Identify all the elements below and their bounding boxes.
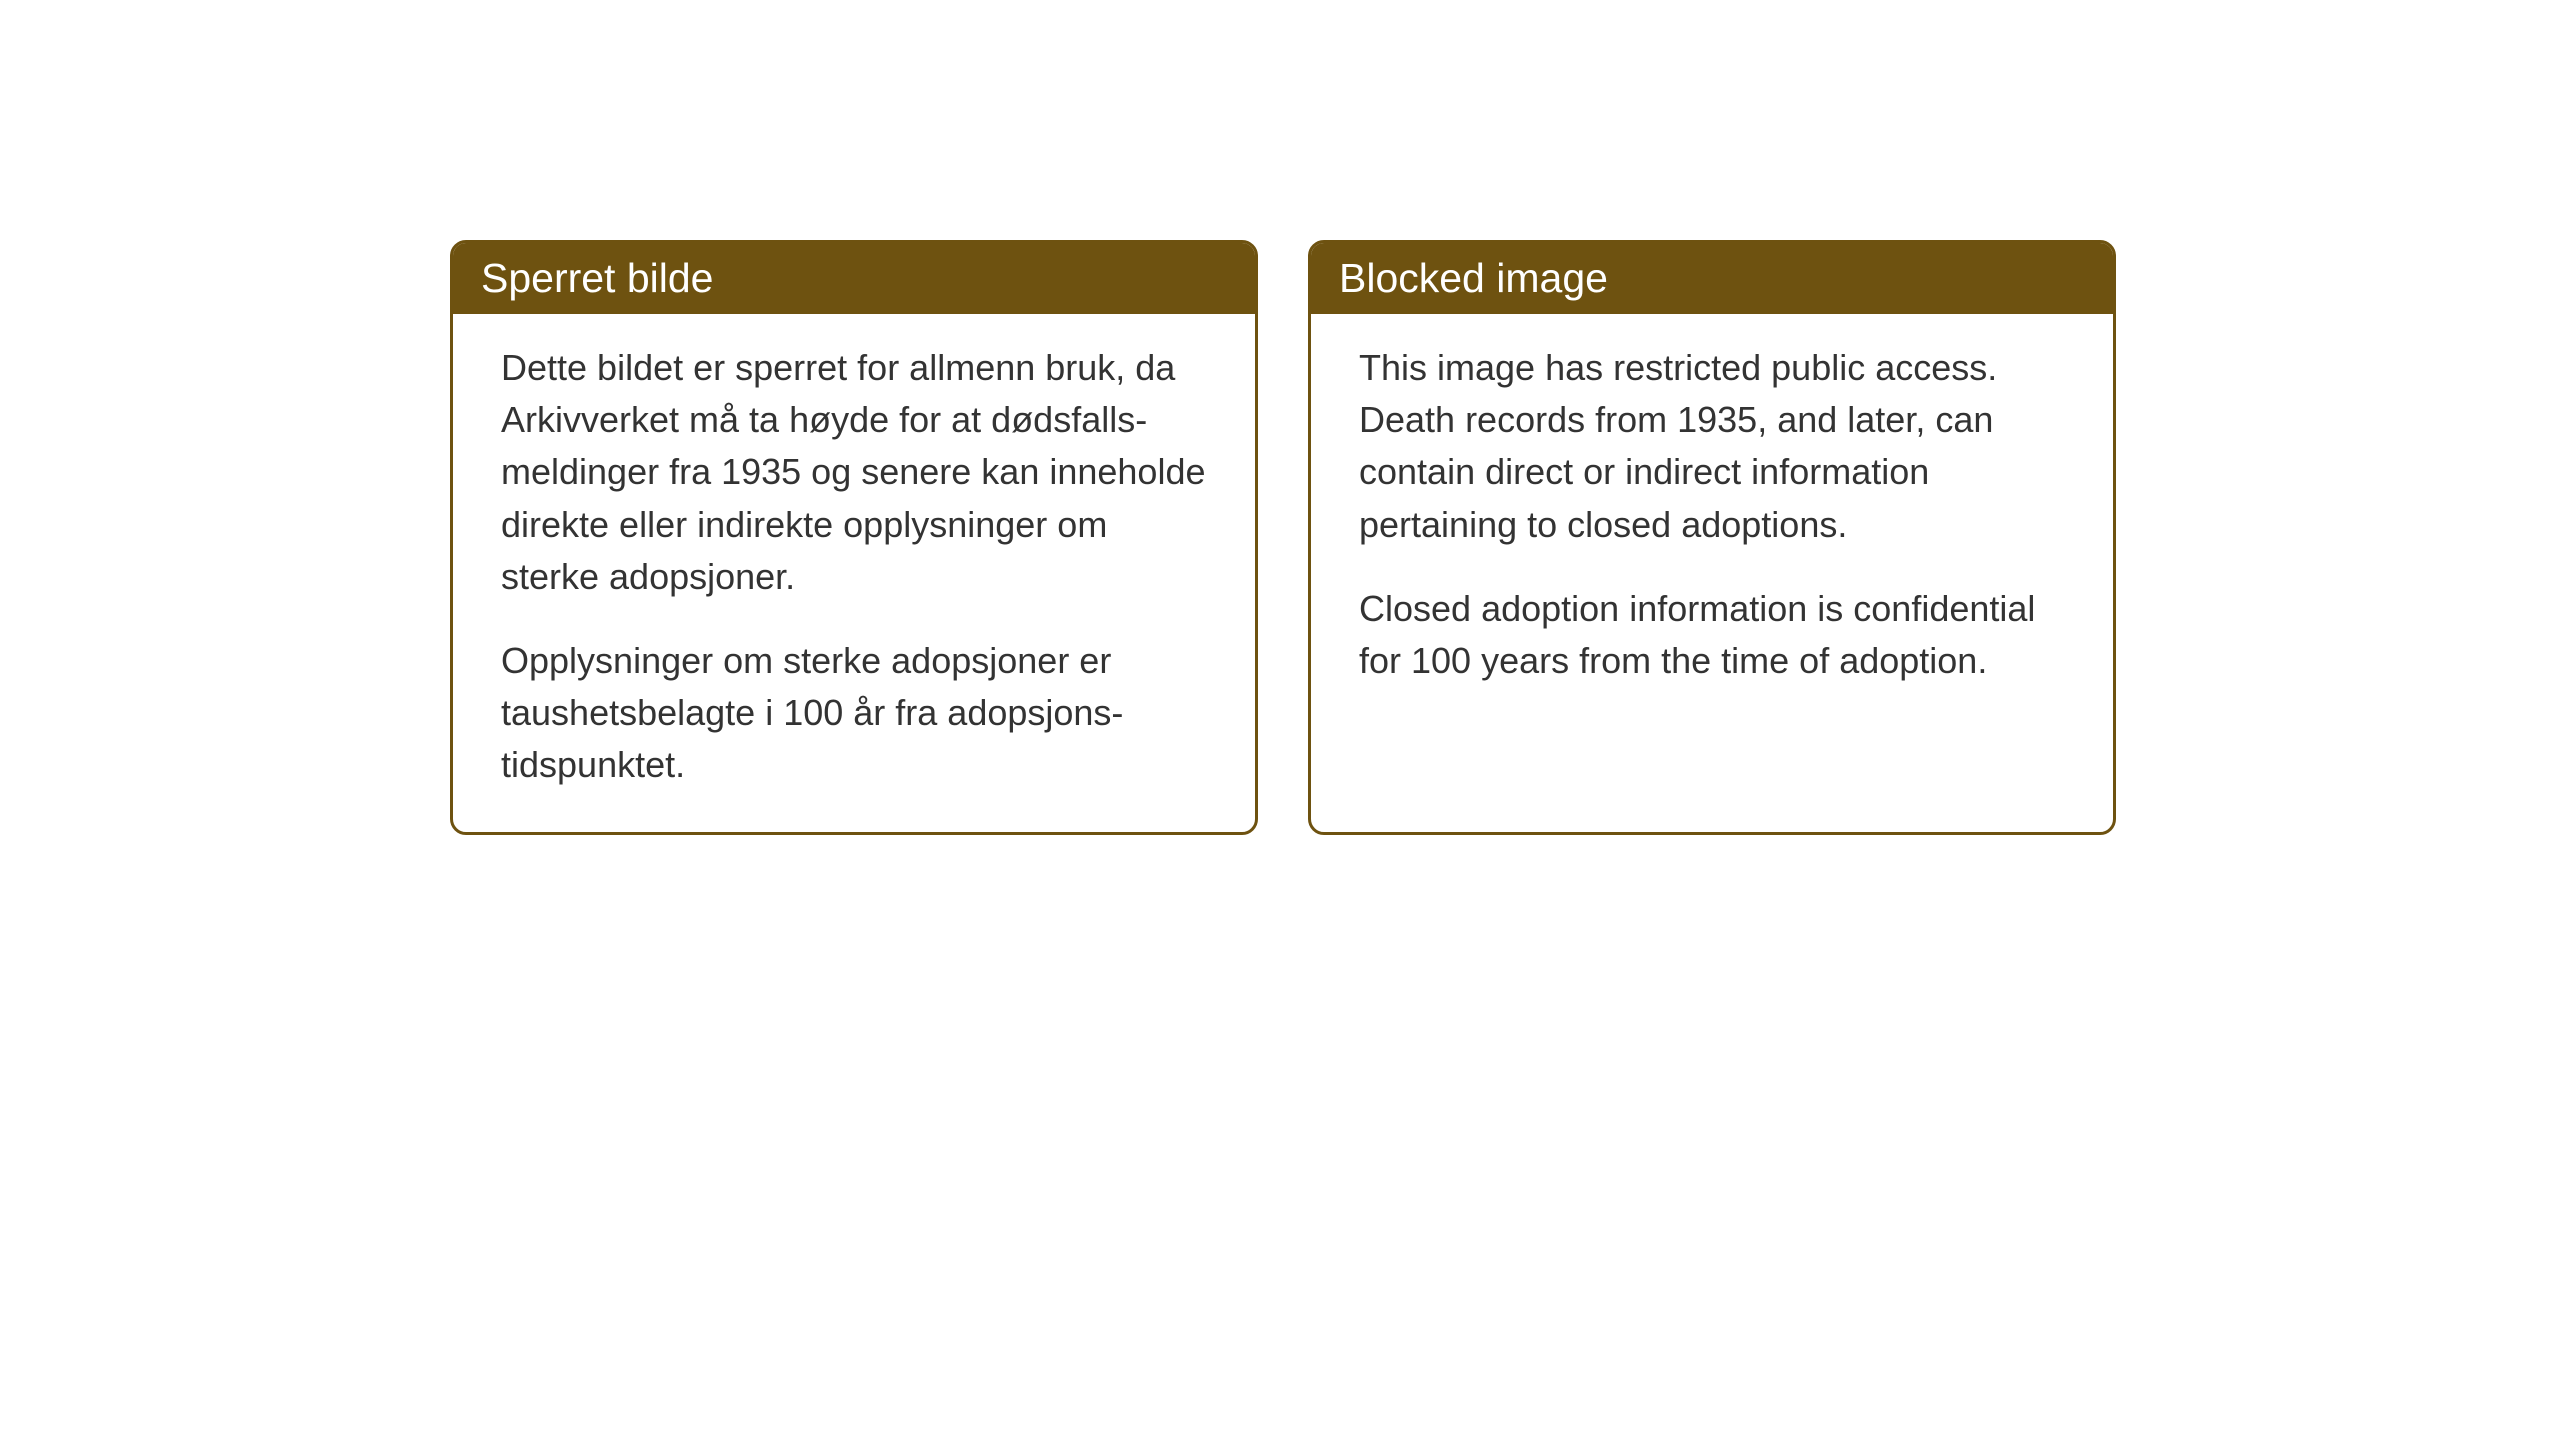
notice-paragraph: Closed adoption information is confident… [1359, 583, 2065, 687]
card-body-norwegian: Dette bildet er sperret for allmenn bruk… [453, 314, 1255, 832]
notice-paragraph: This image has restricted public access.… [1359, 342, 2065, 551]
notice-card-english: Blocked image This image has restricted … [1308, 240, 2116, 835]
card-title-norwegian: Sperret bilde [453, 243, 1255, 314]
notice-container: Sperret bilde Dette bildet er sperret fo… [450, 240, 2116, 835]
card-body-english: This image has restricted public access.… [1311, 314, 2113, 777]
card-title-english: Blocked image [1311, 243, 2113, 314]
notice-paragraph: Dette bildet er sperret for allmenn bruk… [501, 342, 1207, 603]
notice-card-norwegian: Sperret bilde Dette bildet er sperret fo… [450, 240, 1258, 835]
notice-paragraph: Opplysninger om sterke adopsjoner er tau… [501, 635, 1207, 792]
